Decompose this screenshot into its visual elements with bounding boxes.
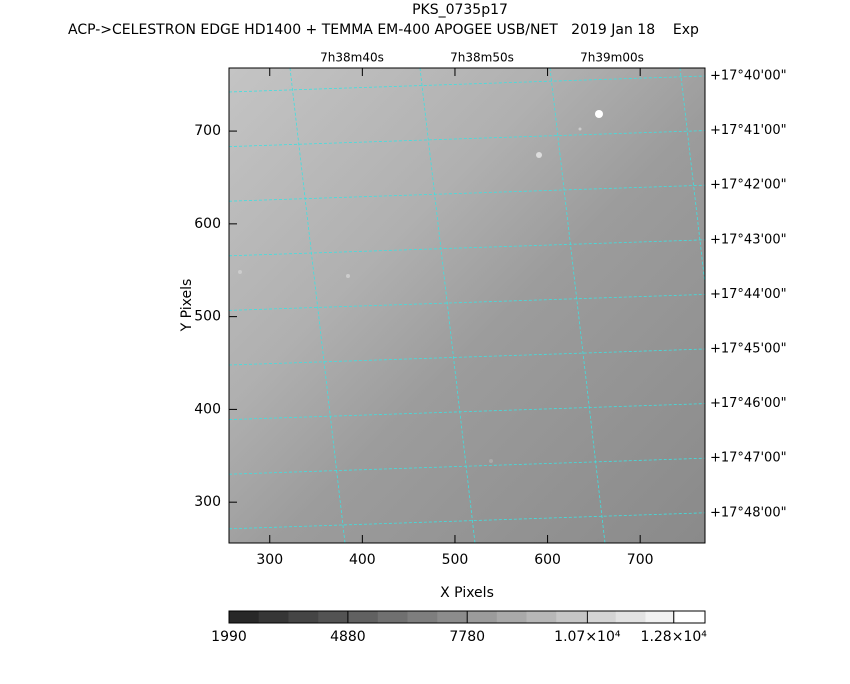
dec-label: +17°48'00" bbox=[710, 505, 787, 520]
dec-grid-line bbox=[229, 294, 705, 311]
dec-label: +17°44'00" bbox=[710, 287, 787, 302]
star bbox=[489, 459, 493, 463]
ra-label: 7h39m00s bbox=[580, 51, 644, 65]
dec-label: +17°41'00" bbox=[710, 123, 787, 138]
colorbar-tick-label: 1.07×10⁴ bbox=[554, 629, 621, 645]
x-tick-label: 400 bbox=[349, 552, 376, 568]
sky-image bbox=[229, 68, 705, 543]
ra-grid-line bbox=[810, 68, 850, 543]
dec-grid-line bbox=[229, 184, 705, 202]
dec-label: +17°46'00" bbox=[710, 396, 787, 411]
plot-frame bbox=[228, 67, 706, 544]
star bbox=[595, 110, 603, 118]
colorbar-cell bbox=[377, 611, 408, 623]
dec-grid-line bbox=[229, 403, 705, 420]
dec-grid-line bbox=[229, 130, 705, 147]
stars bbox=[238, 110, 603, 463]
colorbar-tick-label: 1.28×10⁴ bbox=[641, 629, 708, 645]
y-tick-label: 700 bbox=[194, 123, 221, 139]
ra-label: 7h38m40s bbox=[320, 51, 384, 65]
x-tick-label: 500 bbox=[442, 552, 469, 568]
colorbar-cell bbox=[526, 611, 557, 623]
y-tick-label: 400 bbox=[194, 401, 221, 417]
star bbox=[238, 270, 242, 274]
coordinate-grid bbox=[30, 68, 850, 680]
dec-grid-line bbox=[229, 75, 705, 93]
star bbox=[536, 152, 542, 158]
y-tick-label: 600 bbox=[194, 216, 221, 232]
dec-grid-line bbox=[229, 512, 705, 530]
x-tick-label: 300 bbox=[256, 552, 283, 568]
x-tick-label: 700 bbox=[627, 552, 654, 568]
dec-label: +17°43'00" bbox=[710, 232, 787, 247]
ra-label: 7h38m50s bbox=[450, 51, 514, 65]
dec-grid-line bbox=[229, 348, 705, 366]
colorbar-cell bbox=[437, 611, 468, 623]
dec-grid-line bbox=[229, 457, 705, 475]
colorbar-cell bbox=[645, 611, 676, 623]
dec-label: +17°42'00" bbox=[710, 178, 787, 193]
colorbar-cell bbox=[615, 611, 646, 623]
star bbox=[346, 274, 350, 278]
colorbar-cell bbox=[467, 611, 498, 623]
colorbar-cell bbox=[675, 611, 706, 623]
colorbar-tick-label: 7780 bbox=[449, 629, 485, 645]
ra-grid-line bbox=[30, 68, 85, 543]
colorbar-cell bbox=[586, 611, 617, 623]
chart-subtitle: ACP->CELESTRON EDGE HD1400 + TEMMA EM-40… bbox=[68, 22, 699, 38]
dec-grid-line bbox=[229, 239, 705, 257]
colorbar-cell bbox=[556, 611, 587, 623]
colorbar-cell bbox=[288, 611, 319, 623]
dec-grid-line bbox=[229, 677, 705, 680]
dec-label: +17°40'00" bbox=[710, 69, 787, 84]
dec-label: +17°45'00" bbox=[710, 342, 787, 357]
colorbar-cell bbox=[318, 611, 349, 623]
dec-label: +17°47'00" bbox=[710, 451, 787, 466]
star bbox=[578, 127, 582, 131]
x-tick-label: 600 bbox=[534, 552, 561, 568]
y-axis-label: Y Pixels bbox=[179, 279, 195, 333]
x-axis-label: X Pixels bbox=[440, 585, 494, 601]
colorbar-cell bbox=[496, 611, 527, 623]
colorbar-tick-label: 1990 bbox=[211, 629, 247, 645]
colorbar-cell bbox=[348, 611, 379, 623]
colorbar-cell bbox=[258, 611, 289, 623]
chart-title: PKS_0735p17 bbox=[412, 2, 508, 18]
colorbar-cell bbox=[407, 611, 438, 623]
y-tick-label: 300 bbox=[194, 494, 221, 510]
dec-grid-line bbox=[229, 567, 705, 583]
colorbar-tick-label: 4880 bbox=[330, 629, 366, 645]
y-tick-label: 500 bbox=[194, 309, 221, 325]
colorbar-cell bbox=[229, 611, 260, 623]
